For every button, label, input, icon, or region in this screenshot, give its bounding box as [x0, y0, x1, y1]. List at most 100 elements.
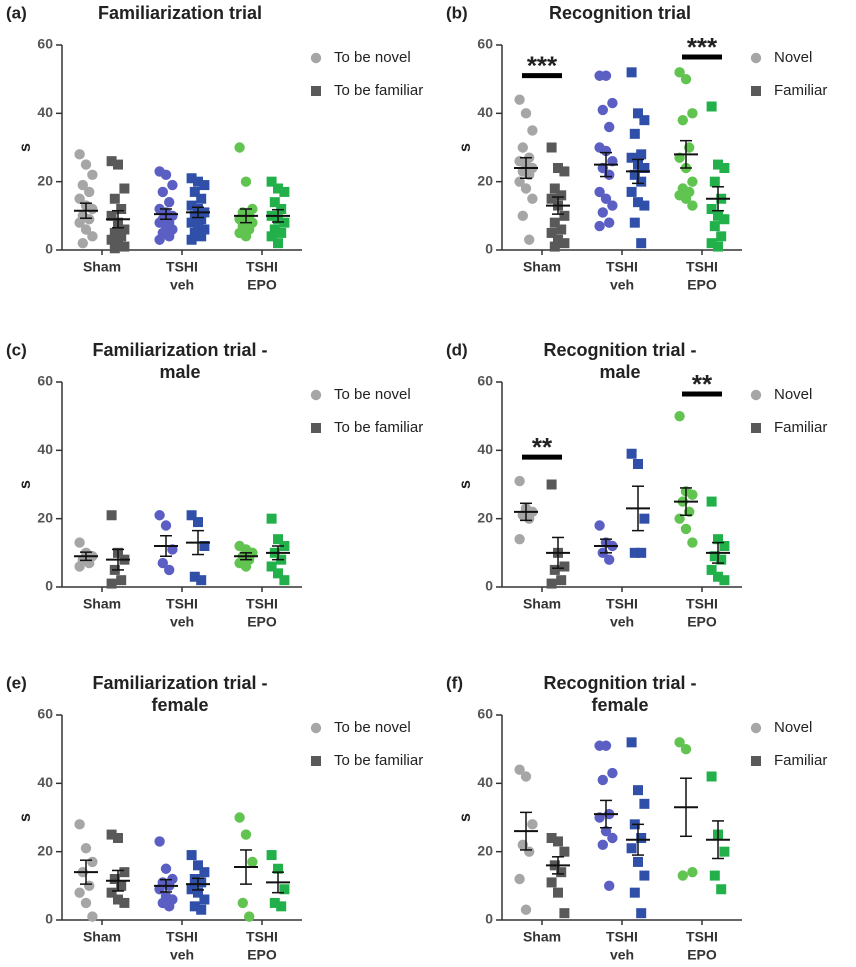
data-point	[604, 121, 615, 133]
legend-label: Novel	[774, 49, 812, 66]
significance-stars: **	[692, 369, 713, 399]
legend-marker	[311, 86, 321, 96]
data-point	[680, 523, 692, 535]
data-point	[556, 190, 567, 201]
data-point	[549, 217, 560, 228]
y-tick-label: 60	[477, 706, 493, 722]
x-tick-label: Sham	[523, 596, 561, 612]
data-point	[84, 186, 95, 198]
y-axis-label: s	[457, 480, 474, 489]
data-point	[240, 176, 252, 187]
y-tick-label: 20	[477, 172, 493, 188]
y-tick-label: 20	[477, 509, 493, 525]
data-point	[517, 210, 528, 222]
data-point	[600, 193, 612, 204]
data-point	[157, 186, 168, 198]
data-point	[164, 564, 175, 576]
data-point	[546, 193, 557, 204]
data-point	[87, 911, 98, 922]
y-axis-label: s	[17, 813, 34, 822]
data-point	[626, 152, 637, 163]
legend-label: Novel	[774, 386, 812, 403]
data-point	[106, 578, 117, 589]
data-point	[186, 510, 197, 521]
data-point	[674, 67, 685, 78]
data-point	[186, 234, 197, 245]
data-point	[674, 410, 685, 422]
legend-label: Familiar	[774, 752, 827, 769]
x-tick-label: TSHI	[166, 929, 198, 945]
y-tick-label: 60	[37, 373, 53, 389]
data-point	[244, 911, 255, 922]
data-point	[639, 115, 650, 126]
data-point	[279, 575, 290, 586]
data-point	[74, 887, 85, 898]
legend-marker	[310, 389, 322, 401]
x-tick-label: TSHI	[606, 596, 638, 612]
y-tick-label: 40	[37, 774, 53, 790]
y-tick-label: 0	[45, 911, 53, 927]
data-point	[269, 197, 280, 208]
y-tick-label: 20	[477, 842, 493, 858]
data-point	[597, 774, 608, 786]
y-tick-label: 0	[45, 241, 53, 257]
chart-title: female	[151, 695, 208, 715]
data-point	[559, 846, 570, 857]
data-point	[189, 186, 200, 197]
data-point	[527, 819, 538, 830]
data-point	[196, 193, 207, 204]
data-point	[196, 231, 207, 242]
data-point	[196, 877, 207, 888]
data-point	[713, 571, 723, 582]
panel-label: (f)	[446, 673, 463, 692]
data-point	[199, 180, 210, 191]
legend-label: Familiar	[774, 419, 827, 436]
data-point	[160, 169, 172, 181]
data-point	[186, 173, 197, 184]
data-point	[713, 159, 723, 170]
x-tick-label: TSHI	[166, 596, 198, 612]
data-point	[597, 104, 608, 116]
data-point	[199, 867, 210, 878]
data-point	[719, 846, 730, 857]
data-point	[713, 210, 723, 221]
data-point	[633, 197, 643, 208]
data-point	[199, 224, 210, 235]
data-point	[269, 224, 280, 235]
data-point	[119, 183, 130, 194]
data-point	[626, 67, 637, 78]
significance-stars: ***	[527, 51, 558, 81]
data-point	[559, 238, 570, 249]
legend-marker	[751, 86, 761, 96]
data-point	[553, 887, 563, 898]
legend-marker	[750, 52, 762, 64]
significance-stars: **	[532, 432, 553, 462]
y-tick-label: 20	[37, 172, 53, 188]
data-point	[87, 169, 98, 181]
data-point	[193, 887, 203, 898]
data-point	[594, 186, 605, 198]
data-point	[273, 183, 283, 194]
data-point	[604, 880, 615, 892]
data-point	[559, 166, 570, 177]
data-point	[74, 217, 85, 228]
data-point	[514, 764, 525, 775]
data-point	[273, 568, 283, 579]
chart-title: male	[599, 362, 640, 382]
x-tick-label: veh	[170, 614, 194, 630]
data-point	[600, 70, 612, 81]
x-tick-label: TSHI	[246, 259, 278, 275]
data-point	[160, 520, 172, 531]
chart-title: Recognition trial -	[544, 673, 697, 693]
data-point	[77, 179, 89, 191]
legend-marker	[310, 722, 322, 734]
data-point	[636, 547, 647, 558]
data-point	[109, 193, 120, 204]
legend-marker	[750, 722, 762, 734]
data-point	[706, 204, 717, 214]
y-tick-label: 40	[37, 441, 53, 457]
legend-label: To be familiar	[334, 419, 423, 436]
data-point	[266, 850, 277, 861]
data-point	[193, 517, 203, 528]
data-point	[626, 737, 637, 748]
